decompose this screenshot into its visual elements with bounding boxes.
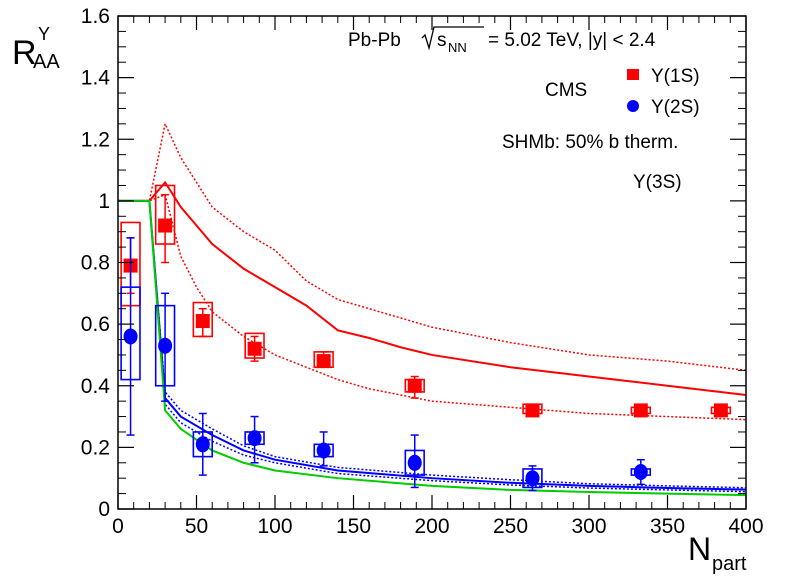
legend: Υ(1S) Υ(2S) Υ(3S) [627, 66, 700, 193]
x-label-main: N [688, 531, 711, 567]
marker-1s-square [158, 218, 173, 233]
y-tick-label: 1 [98, 190, 110, 213]
marker-2s-circle [525, 470, 540, 487]
marker-1s-square [713, 403, 728, 418]
x-axis-label: N part [688, 531, 747, 575]
marker-2s-circle [158, 337, 173, 354]
sqrt-sign [421, 26, 484, 51]
x-tick-label: 0 [112, 515, 124, 538]
y-tick-label: 0.4 [81, 375, 111, 398]
x-label-sub: part [712, 553, 747, 575]
x-tick-label: 150 [336, 515, 371, 538]
y-label-sub: AA [33, 51, 60, 73]
y-tick-label: 1.2 [81, 128, 110, 151]
marker-2s-circle [247, 430, 262, 447]
model-curve [118, 200, 747, 489]
x-tick-label: 350 [650, 515, 685, 538]
y-label-sup: Υ [38, 24, 50, 44]
annotation-system: Pb-Pb s NN = 5.02 TeV, |y| < 2.4 [348, 26, 656, 55]
model-curve [118, 199, 747, 497]
y-axis-label: R AA Υ [12, 24, 60, 73]
model-label: SHMb: 50% b therm. [502, 132, 678, 153]
legend-marker-1s [627, 69, 639, 80]
x-tick-label: 200 [414, 515, 449, 538]
x-tick-label: 400 [728, 515, 763, 538]
y-label-main: R [12, 34, 37, 72]
marker-1s-square [195, 314, 210, 329]
marker-2s-circle [407, 454, 422, 471]
x-tick-label: 300 [571, 515, 606, 538]
experiment-label: CMS [545, 80, 587, 101]
marker-2s-circle [633, 464, 648, 481]
x-tick-label: 50 [185, 515, 208, 538]
marker-1s-square [316, 354, 331, 369]
sqrt-s: s [437, 30, 447, 51]
y-tick-label: 1.6 [81, 5, 110, 28]
data-points [120, 184, 732, 492]
energy-label: = 5.02 TeV, |y| < 2.4 [488, 30, 656, 51]
marker-1s-square [407, 378, 422, 393]
y-tick-label: 1.4 [81, 67, 111, 90]
model-curve [118, 180, 747, 396]
y-tick-label: 0 [98, 498, 110, 521]
marker-1s-square [247, 341, 262, 356]
marker-2s-circle [123, 328, 138, 345]
marker-1s-square [633, 403, 648, 418]
system-label: Pb-Pb [348, 30, 401, 51]
marker-2s-circle [316, 442, 331, 459]
x-tick-label: 100 [257, 515, 292, 538]
marker-2s-circle [195, 436, 210, 453]
y-tick-label: 0.8 [81, 252, 110, 275]
legend-marker-2s [627, 100, 639, 112]
legend-label-2s: Υ(2S) [651, 97, 700, 118]
legend-label-3s: Υ(3S) [633, 172, 682, 193]
y-tick-label: 0.6 [81, 313, 110, 336]
legend-label-1s: Υ(1S) [651, 66, 700, 87]
sqrt-sub: NN [448, 40, 467, 55]
y-tick-label: 0.2 [81, 436, 110, 459]
marker-1s-square [525, 403, 540, 418]
x-tick-label: 250 [493, 515, 528, 538]
axis-ticks: 0 50 100 150 200 250 300 350 400 0 0.2 0.4 0.6 0.8 1 1.… [81, 5, 764, 538]
